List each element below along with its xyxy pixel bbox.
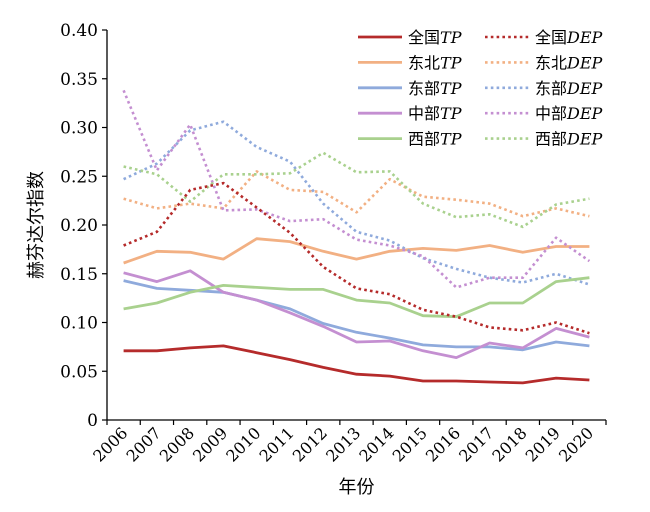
- y-axis-title: 赫芬达尔指数: [26, 171, 47, 279]
- x-tick-label: 2017: [455, 423, 497, 465]
- series-line-西部-TP: [123, 276, 590, 319]
- x-tick-label: 2010: [222, 423, 264, 465]
- x-tick-label: 2019: [522, 423, 564, 465]
- x-tick-label: 2007: [123, 423, 165, 465]
- x-tick-label: 2015: [389, 423, 431, 465]
- x-tick-label: 2014: [355, 423, 397, 465]
- y-tick-label: 0.30: [60, 119, 98, 139]
- x-tick-label: 2013: [322, 423, 364, 465]
- y-tick-label: 0.35: [60, 70, 98, 90]
- x-tick-label: 2016: [422, 423, 464, 465]
- legend-label: 全国TP: [408, 28, 462, 47]
- legend-label: 中部DEP: [535, 104, 603, 123]
- legend-label: 西部TP: [408, 130, 462, 149]
- legend-label: 西部DEP: [535, 130, 603, 149]
- y-tick-label: 0.20: [60, 216, 98, 236]
- x-tick-label: 2018: [488, 423, 530, 465]
- series-line-中部-TP: [123, 269, 590, 360]
- legend-label: 东北DEP: [535, 53, 603, 72]
- y-tick-label: 0: [87, 411, 98, 431]
- y-tick-label: 0.05: [60, 362, 98, 382]
- x-axis-ticks: 2006200720082009201020112012201320142015…: [89, 420, 607, 466]
- legend-label: 全国DEP: [535, 28, 603, 47]
- legend-label: 东部DEP: [535, 79, 603, 98]
- series-line-东北-TP: [123, 237, 590, 265]
- series-line-西部-DEP: [123, 151, 590, 229]
- axes: [106, 30, 606, 421]
- x-tick-label: 2012: [289, 423, 331, 465]
- y-tick-label: 0.25: [60, 167, 98, 187]
- y-tick-label: 0.15: [60, 265, 98, 285]
- y-axis-ticks: 0 0.05 0.10 0.15 0.20 0.25 0.30 0.35 0.40: [60, 21, 107, 431]
- plot-area: [122, 89, 591, 385]
- legend-label: 东部TP: [408, 79, 462, 98]
- series-line-全国-DEP: [123, 181, 590, 335]
- x-tick-label: 2020: [555, 423, 597, 465]
- legend-label: 东北TP: [408, 53, 462, 72]
- y-tick-label: 0.40: [60, 21, 98, 41]
- y-tick-label: 0.10: [60, 314, 98, 334]
- x-tick-label: 2008: [156, 423, 198, 465]
- series-line-中部-DEP: [122, 89, 591, 289]
- series-line-东部-DEP: [123, 120, 590, 286]
- x-tick-label: 2009: [189, 423, 231, 465]
- legend-label: 中部TP: [408, 104, 462, 123]
- legend: 全国TP 全国DEP 东北TP 东北DEP 东部TP 东部DEP 中部TP 中部DEP 西部TP…: [358, 28, 603, 149]
- series-line-东北-DEP: [123, 170, 590, 218]
- x-axis-title: 年份: [339, 477, 375, 498]
- series-line-全国-TP: [123, 344, 590, 385]
- x-tick-label: 2011: [256, 423, 298, 465]
